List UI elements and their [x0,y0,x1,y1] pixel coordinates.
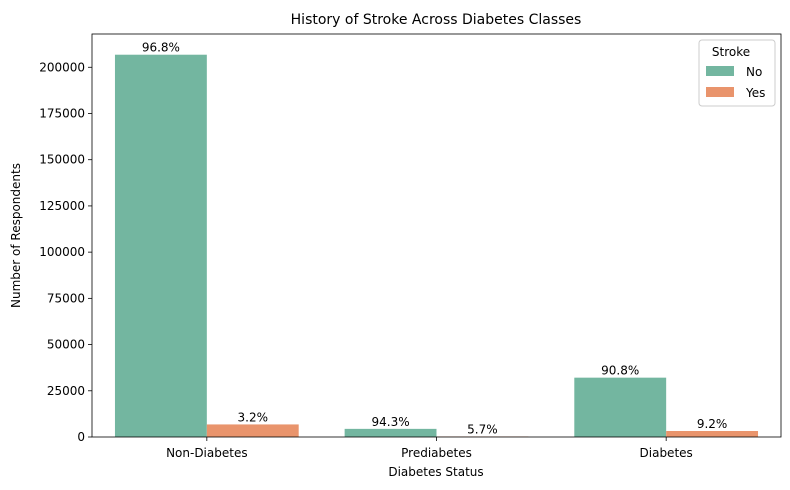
bar-data-label: 96.8% [142,41,180,55]
bar-data-label: 9.2% [697,417,728,431]
x-tick-label: Non-Diabetes [166,446,248,460]
y-axis-label: Number of Respondents [9,163,23,308]
legend: Stroke No Yes [698,39,776,107]
y-tick-label: 125000 [39,199,85,213]
y-tick-label: 175000 [39,106,85,120]
bar-data-label: 90.8% [601,364,639,378]
x-axis: Non-Diabetes Prediabetes Diabetes [166,437,693,460]
bar-data-label: 5.7% [467,423,498,437]
bar-no-non-diabetes [114,54,207,437]
bar-data-label: 3.2% [238,410,269,424]
legend-items: No Yes [706,65,765,100]
y-tick-label: 100000 [39,245,85,259]
bar-data-label: 94.3% [372,415,410,429]
y-tick-label: 0 [77,430,85,444]
plot-frame [91,33,782,438]
bar-yes-diabetes [666,430,759,437]
y-axis: 0 25000 50000 75000 100000 125000 150000 175000… [39,60,92,444]
bar-no-prediabetes [344,428,437,437]
legend-label-yes: Yes [745,86,765,100]
y-tick-label: 150000 [39,153,85,167]
x-tick-label: Prediabetes [401,446,472,460]
chart-title: History of Stroke Across Diabetes Classe… [291,12,582,28]
y-tick-label: 75000 [47,291,85,305]
bar-yes-non-diabetes [206,424,299,437]
y-tick-label: 200000 [39,60,85,74]
legend-swatch-no [706,66,734,76]
bar-labels-layer: 96.8% 94.3% 90.8% 3.2% 5.7% 9.2% [142,41,728,437]
x-tick-label: Diabetes [640,446,693,460]
y-tick-label: 50000 [47,338,85,352]
legend-title: Stroke [712,45,750,59]
bars-layer [114,54,759,437]
bar-no-diabetes [574,377,667,437]
x-axis-label: Diabetes Status [388,465,483,479]
legend-label-no: No [746,65,762,79]
y-tick-label: 25000 [47,384,85,398]
legend-swatch-yes [706,87,734,97]
